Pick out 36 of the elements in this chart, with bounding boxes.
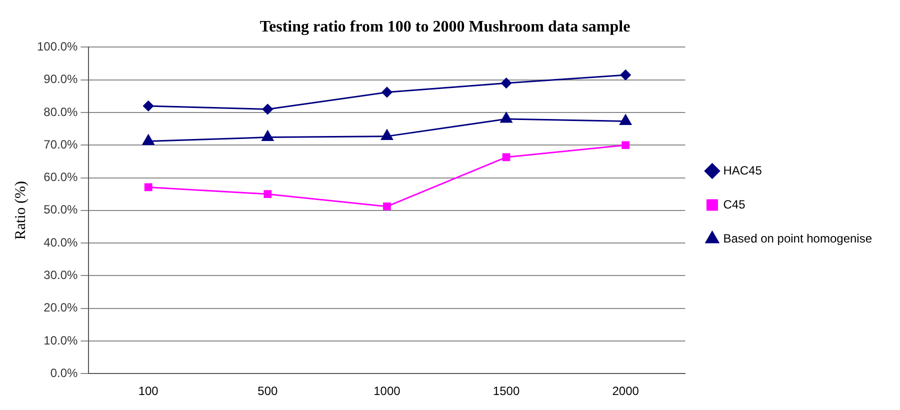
x-tick-label: 100 (138, 384, 159, 398)
point (620, 70, 631, 80)
y-tick-label: 80.0% (44, 104, 78, 119)
point (502, 153, 510, 162)
x-tick-label: 500 (258, 384, 278, 398)
y-tick-label: 40.0% (44, 235, 78, 250)
point (501, 78, 512, 88)
y-tick-label: 30.0% (44, 268, 78, 282)
x-tick-label: 1000 (374, 384, 401, 398)
point (381, 130, 393, 140)
y-tick-label: 100.0% (36, 40, 78, 54)
point (622, 141, 630, 150)
point (382, 86, 392, 98)
point (142, 134, 154, 145)
y-tick-label: 60.0% (44, 170, 78, 184)
y-tick-label: 70.0% (44, 137, 78, 152)
legend-label: HAC45 (723, 163, 762, 178)
x-tick-label: 1500 (492, 384, 520, 398)
legend-label: C45 (723, 197, 746, 212)
point (262, 130, 274, 142)
point (262, 104, 273, 114)
point (500, 112, 512, 123)
point (264, 190, 272, 198)
point (143, 100, 154, 112)
y-axis-title: Ratio (%) (12, 181, 29, 240)
y-tick-label: 0.0% (50, 366, 78, 380)
y-tick-label: 50.0% (44, 202, 78, 217)
point (144, 183, 152, 192)
y-tick-label: 90.0% (44, 72, 78, 86)
y-tick-label: 10.0% (44, 333, 78, 348)
y-tick-label: 20.0% (44, 300, 78, 315)
point (383, 202, 391, 210)
point (620, 114, 632, 126)
legend-label: Based on point homogenise (723, 231, 872, 246)
chart-title: Testing ratio from 100 to 2000 Mushroom data sample (260, 18, 630, 36)
x-tick-label: 2000 (612, 384, 640, 398)
